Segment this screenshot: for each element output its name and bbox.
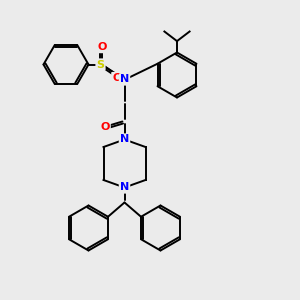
Text: S: S: [97, 59, 104, 70]
Text: N: N: [120, 134, 129, 145]
Text: O: O: [112, 73, 122, 83]
Text: N: N: [120, 74, 129, 85]
Text: N: N: [120, 182, 129, 193]
Text: O: O: [100, 122, 110, 133]
Text: O: O: [97, 42, 107, 52]
